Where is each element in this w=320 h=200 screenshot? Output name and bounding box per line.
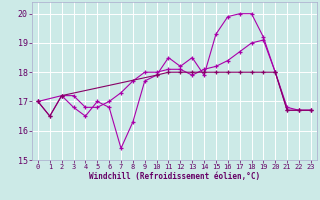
X-axis label: Windchill (Refroidissement éolien,°C): Windchill (Refroidissement éolien,°C)	[89, 172, 260, 181]
